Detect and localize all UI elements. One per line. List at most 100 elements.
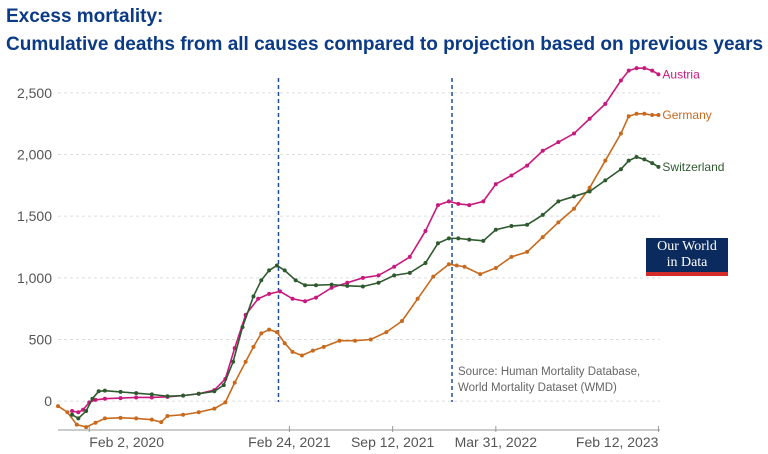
data-point (165, 413, 170, 418)
data-point (650, 161, 655, 166)
data-point (65, 410, 70, 415)
data-point (572, 194, 576, 199)
data-point (134, 416, 139, 421)
data-point (303, 299, 308, 304)
data-point (84, 409, 89, 414)
data-point (181, 393, 186, 398)
y-tick-label: 2,500 (17, 85, 52, 101)
x-tick-label: Feb 12, 2023 (576, 434, 659, 450)
data-point (314, 295, 318, 300)
series-label-switzerland: Switzerland (662, 160, 724, 174)
source-note: Source: Human Mortality Database, World … (458, 364, 640, 396)
data-point (118, 389, 123, 394)
data-point (509, 173, 514, 178)
data-point (165, 394, 170, 399)
data-point (149, 392, 154, 397)
data-point (196, 410, 201, 415)
data-point (509, 224, 514, 229)
data-point (159, 420, 164, 425)
data-point (223, 400, 228, 405)
data-point (76, 410, 81, 415)
data-point (392, 273, 397, 278)
data-point (240, 325, 245, 330)
data-point (282, 268, 287, 273)
data-point (267, 268, 272, 273)
data-point (282, 341, 287, 346)
data-point (290, 296, 295, 301)
data-point (303, 283, 308, 288)
data-point (93, 397, 98, 402)
data-point (572, 131, 576, 136)
series-line-switzerland (71, 156, 659, 420)
data-point (603, 101, 608, 106)
data-point (392, 264, 397, 269)
data-point (407, 254, 412, 259)
data-point (149, 417, 154, 422)
data-point (267, 327, 272, 332)
data-point (481, 199, 486, 204)
series-label-germany: Germany (662, 108, 711, 122)
series-line-austria (71, 67, 659, 414)
data-point (81, 407, 86, 412)
data-point (618, 78, 623, 83)
data-point (196, 391, 201, 396)
source-line-2: World Mortality Dataset (WMD) (458, 382, 617, 394)
data-point (650, 68, 655, 73)
data-point (290, 349, 295, 354)
data-point (572, 206, 576, 211)
data-point (256, 296, 261, 301)
data-point (540, 235, 545, 240)
data-point (212, 406, 217, 411)
data-point (90, 396, 95, 401)
data-point (259, 331, 264, 336)
x-tick-label: Feb 24, 2021 (248, 434, 331, 450)
data-point (626, 114, 631, 119)
data-point (656, 72, 661, 77)
data-point (456, 201, 461, 206)
data-point (118, 396, 123, 401)
data-point (310, 348, 315, 353)
owid-logo: Our World in Data (646, 238, 728, 276)
data-point (232, 346, 237, 351)
data-point (626, 68, 631, 73)
data-point (587, 189, 592, 194)
data-point (56, 404, 60, 409)
data-point (587, 116, 592, 121)
data-point (435, 203, 440, 208)
data-point (181, 412, 186, 417)
data-point (102, 396, 107, 401)
data-point (93, 420, 98, 425)
y-tick-label: 0 (44, 393, 52, 409)
data-point (642, 111, 647, 116)
chart-subtitle: Cumulative deaths from all causes compar… (6, 34, 764, 55)
data-point (329, 285, 334, 290)
data-point (376, 273, 381, 278)
data-point (267, 291, 272, 296)
data-point (478, 272, 483, 277)
data-point (642, 157, 647, 162)
data-point (70, 409, 75, 414)
data-point (467, 203, 472, 208)
data-point (446, 236, 451, 241)
data-point (435, 241, 440, 246)
data-point (446, 199, 451, 204)
data-point (467, 237, 472, 242)
logo-line-1: Our World (657, 239, 717, 254)
data-point (431, 274, 436, 279)
data-point (74, 422, 79, 427)
data-point (360, 275, 365, 280)
data-point (102, 388, 107, 393)
data-point (376, 280, 381, 285)
data-point (118, 415, 123, 420)
data-point (493, 182, 498, 187)
chart-title: Excess mortality: (6, 6, 164, 27)
data-point (134, 395, 139, 400)
data-point (656, 164, 661, 169)
x-tick-label: Sep 12, 2021 (351, 434, 435, 450)
data-point (337, 338, 342, 343)
data-point (493, 265, 498, 270)
data-point (274, 330, 279, 335)
data-point (481, 238, 486, 243)
data-point (626, 158, 631, 163)
data-point (251, 294, 256, 299)
